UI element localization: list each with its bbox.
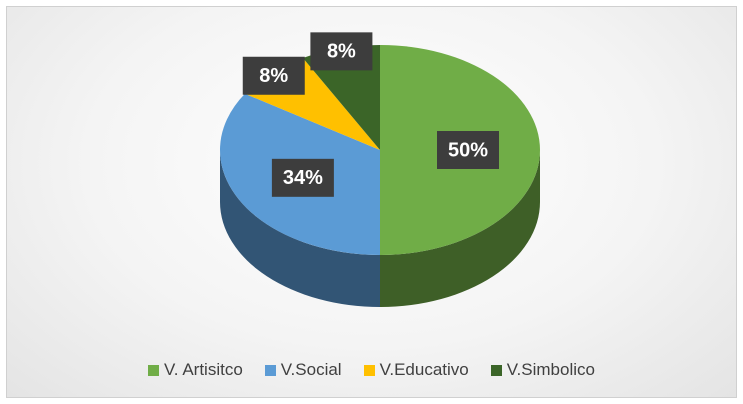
label-box [271, 158, 334, 197]
legend-label: V.Educativo [379, 360, 469, 379]
slice-side [380, 150, 540, 307]
label-box [242, 56, 305, 95]
legend-item: V.Simbolico [490, 360, 595, 380]
label-text: 8% [259, 65, 288, 87]
legend-label: V.Social [280, 360, 342, 379]
legend-label: V. Artisitco [164, 360, 243, 379]
value-label: 50% [437, 131, 499, 169]
legend-swatch [148, 364, 160, 376]
legend-swatch [264, 364, 276, 376]
slice-side [220, 150, 380, 307]
label-box [310, 32, 373, 71]
legend-swatch [490, 364, 502, 376]
value-label: 8% [242, 56, 305, 95]
legend-item: V.Social [264, 360, 342, 380]
legend: V. Artisitco V.Social V.Educativo V.Simboli… [0, 360, 743, 380]
legend-label: V.Simbolico [506, 360, 595, 379]
label-text: 50% [448, 139, 488, 161]
slice [302, 45, 380, 150]
label-text: 34% [283, 167, 323, 189]
value-label: 8% [310, 32, 373, 71]
value-label: 34% [271, 158, 334, 197]
label-box [437, 131, 499, 169]
legend-item: V. Artisitco [148, 360, 243, 380]
legend-swatch [363, 364, 375, 376]
legend-item: V.Educativo [363, 360, 469, 380]
label-text: 8% [327, 41, 356, 63]
